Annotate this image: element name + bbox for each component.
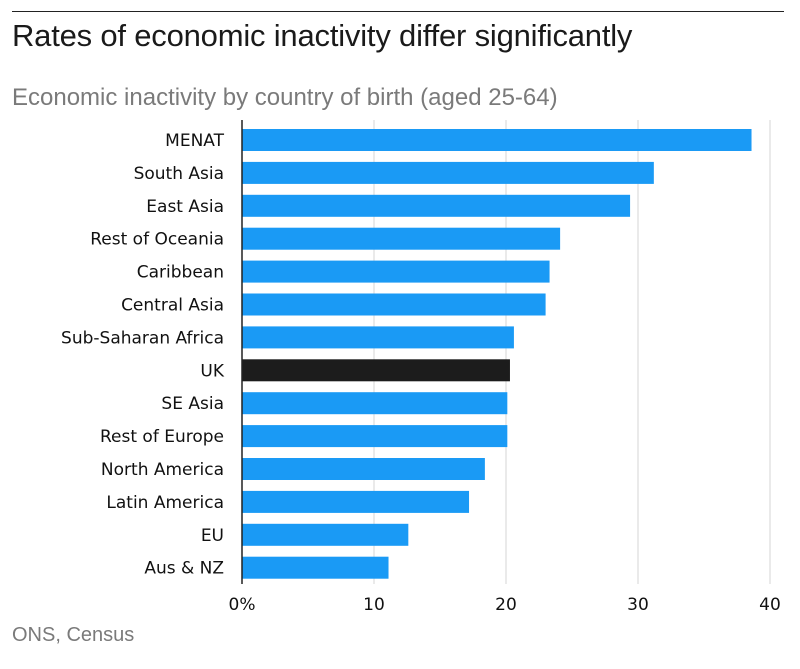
bar-latin-america — [242, 490, 470, 513]
grid-lines — [373, 120, 771, 584]
bar-uk — [242, 359, 510, 382]
category-label: SE Asia — [161, 394, 224, 414]
chart-subtitle: Economic inactivity by country of birth … — [12, 84, 558, 111]
bar-aus-nz — [242, 556, 389, 579]
category-label: Aus & NZ — [144, 559, 224, 579]
x-axis: 0% 10 20 30 40 — [229, 120, 781, 615]
bar-rest-of-europe — [242, 425, 508, 448]
bar-caribbean — [242, 260, 550, 283]
category-label: East Asia — [146, 197, 224, 217]
x-tick-label: 30 — [627, 595, 649, 615]
category-label: EU — [201, 526, 224, 546]
bar-menat — [242, 129, 752, 151]
x-tick-label: 20 — [495, 595, 517, 615]
bar-east-asia — [242, 194, 631, 217]
category-label: MENAT — [165, 131, 224, 151]
bar-central-asia — [242, 293, 546, 316]
bar-south-asia — [242, 161, 654, 184]
category-labels: MENAT South Asia East Asia Rest of Oceania C… — [61, 131, 225, 579]
category-label: Sub-Saharan Africa — [61, 328, 224, 348]
bar-north-america — [242, 458, 485, 480]
top-rule — [12, 11, 784, 12]
category-label: Latin America — [106, 493, 224, 513]
category-label: North America — [101, 460, 224, 480]
bar-se-asia — [242, 392, 508, 415]
category-label: South Asia — [134, 164, 224, 184]
category-label: Caribbean — [137, 263, 224, 283]
bar-eu — [242, 523, 409, 546]
source-note: ONS, Census — [12, 624, 135, 646]
x-tick-label: 0% — [229, 595, 256, 615]
category-label: Rest of Europe — [100, 427, 224, 447]
bar-sub-saharan-africa — [242, 326, 514, 349]
chart-title: Rates of economic inactivity differ sign… — [12, 18, 633, 53]
category-label: Central Asia — [121, 296, 224, 316]
bar-rest-of-oceania — [242, 227, 561, 250]
category-label: Rest of Oceania — [90, 230, 224, 250]
category-label: UK — [200, 361, 224, 381]
bars — [242, 129, 752, 579]
x-tick-label: 40 — [759, 595, 781, 615]
x-tick-label: 10 — [363, 595, 385, 615]
